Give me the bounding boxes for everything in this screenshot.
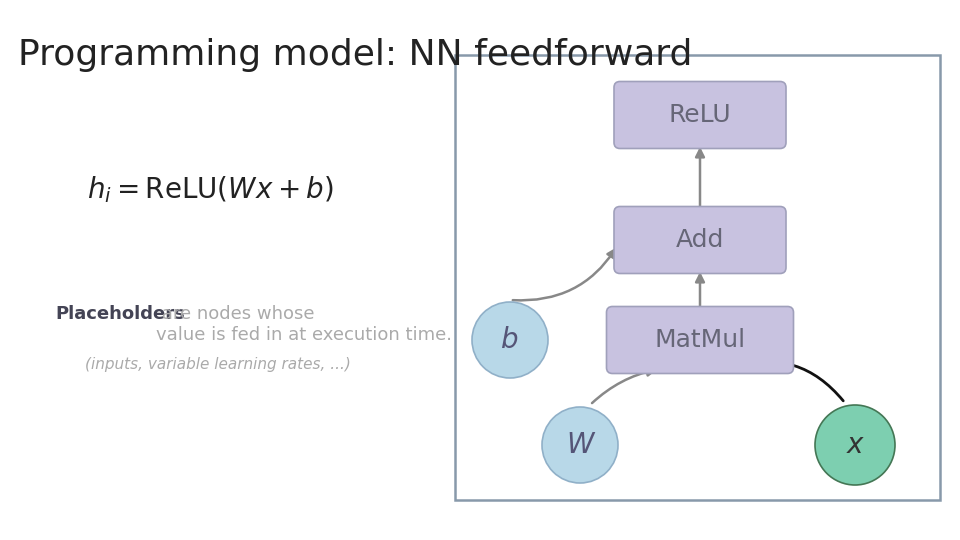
FancyBboxPatch shape [455, 55, 940, 500]
Text: MatMul: MatMul [655, 328, 746, 352]
Circle shape [472, 302, 548, 378]
Circle shape [542, 407, 618, 483]
Text: x: x [847, 431, 863, 459]
Circle shape [815, 405, 895, 485]
Text: Add: Add [676, 228, 724, 252]
FancyBboxPatch shape [607, 307, 794, 374]
Text: (inputs, variable learning rates, ...): (inputs, variable learning rates, ...) [85, 357, 350, 372]
FancyBboxPatch shape [614, 206, 786, 273]
Text: are nodes whose
value is fed in at execution time.: are nodes whose value is fed in at execu… [156, 305, 452, 344]
Text: Placeholders: Placeholders [55, 305, 184, 323]
Text: $h_i = \mathrm{ReLU}(Wx + b)$: $h_i = \mathrm{ReLU}(Wx + b)$ [86, 174, 333, 205]
Text: Programming model: NN feedforward: Programming model: NN feedforward [18, 38, 692, 72]
Text: b: b [501, 326, 518, 354]
Text: ReLU: ReLU [669, 103, 732, 127]
Text: W: W [566, 431, 593, 459]
FancyBboxPatch shape [614, 82, 786, 148]
